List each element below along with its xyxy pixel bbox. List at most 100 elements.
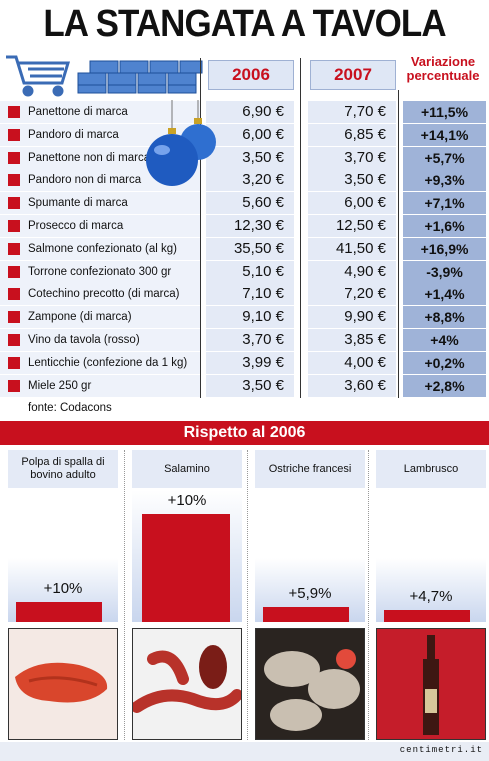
price-2007: 3,70 €: [308, 146, 396, 169]
variation-value: +14,1%: [403, 123, 486, 146]
column-divider: [300, 58, 301, 398]
product-name: Miele 250 gr: [28, 379, 92, 392]
column-separator: [124, 450, 125, 740]
table-row: Cotechino precotto (di marca) 7,10 € 7,20 …: [0, 283, 489, 306]
variation-value: +7,1%: [403, 192, 486, 215]
table-row: Vino da tavola (rosso) 3,70 € 3,85 € +4%: [0, 329, 489, 351]
chart-title: Rispetto al 2006: [0, 421, 489, 445]
table-row: Spumante di marca 5,60 € 6,00 € +7,1%: [0, 192, 489, 215]
column-divider: [200, 58, 201, 398]
variation-value: +11,5%: [403, 101, 486, 123]
price-2007: 4,00 €: [308, 351, 396, 374]
price-2006: 3,70 €: [206, 329, 294, 351]
header-illustration: [6, 55, 203, 97]
price-2006: 5,60 €: [206, 192, 294, 215]
table-row: Panettone di marca 6,90 € 7,70 € +11,5%: [0, 101, 489, 123]
product-photo: [376, 628, 486, 740]
price-2006: 3,20 €: [206, 169, 294, 192]
variation-value: +5,7%: [403, 146, 486, 169]
row-bullet: [8, 128, 20, 141]
bar: [384, 610, 470, 622]
row-bullet: [8, 174, 20, 187]
price-2007: 4,90 €: [308, 260, 396, 283]
bar: [263, 607, 349, 622]
row-background: [0, 123, 200, 146]
christmas-ornament-icon: [146, 100, 216, 186]
variation-value: +4%: [403, 329, 486, 351]
category-label: Polpa di spalla di bovino adulto: [8, 450, 118, 488]
footer-credit: centimetri.it: [399, 745, 483, 755]
row-background: [0, 169, 200, 192]
bar-column: Polpa di spalla di bovino adulto +10%: [8, 450, 118, 740]
row-bullet: [8, 242, 20, 255]
variation-value: +1,4%: [403, 283, 486, 306]
price-2006: 35,50 €: [206, 237, 294, 260]
price-2007: 3,50 €: [308, 169, 396, 192]
variation-value: +0,2%: [403, 351, 486, 374]
bar-column: Lambrusco +4,7%: [376, 450, 486, 740]
category-label: Salamino: [132, 450, 242, 488]
data-label: +5,9%: [288, 585, 332, 602]
price-2006: 12,30 €: [206, 215, 294, 237]
table-row: Pandoro di marca 6,00 € 6,85 € +14,1%: [0, 123, 489, 146]
price-2006: 7,10 €: [206, 283, 294, 306]
row-bullet: [8, 151, 20, 164]
variation-value: -3,9%: [403, 260, 486, 283]
price-2007: 12,50 €: [308, 215, 396, 237]
price-2007: 6,85 €: [308, 123, 396, 146]
footer: centimetri.it: [0, 742, 489, 761]
row-bullet: [8, 265, 20, 278]
data-label: +10%: [167, 492, 207, 509]
product-name: Pandoro non di marca: [28, 174, 142, 187]
row-bullet: [8, 356, 20, 369]
price-2007: 9,90 €: [308, 306, 396, 329]
price-2006: 3,50 €: [206, 374, 294, 397]
row-bullet: [8, 288, 20, 301]
row-background: [0, 260, 200, 283]
variation-value: +16,9%: [403, 237, 486, 260]
product-name: Torrone confezionato 300 gr: [28, 265, 172, 278]
price-2007: 41,50 €: [308, 237, 396, 260]
row-background: [0, 374, 200, 397]
row-background: [0, 283, 200, 306]
row-bullet: [8, 220, 20, 232]
product-name: Salmone confezionato (al kg): [28, 242, 177, 255]
price-2007: 3,60 €: [308, 374, 396, 397]
header-variazione: Variazione percentuale: [406, 54, 480, 83]
column-separator: [247, 450, 248, 740]
product-name: Vino da tavola (rosso): [28, 334, 140, 346]
row-bullet: [8, 311, 20, 324]
money-stack-icon: [77, 60, 203, 94]
product-photo: [132, 628, 242, 740]
price-2007: 7,20 €: [308, 283, 396, 306]
column-divider: [398, 90, 399, 398]
product-name: Panettone non di marca: [28, 151, 151, 164]
header-2007: 2007: [310, 60, 396, 90]
product-photo: [8, 628, 118, 740]
table-row: Lenticchie (confezione da 1 kg) 3,99 € 4,0…: [0, 351, 489, 374]
product-photo: [255, 628, 365, 740]
shopping-cart-icon: [6, 55, 71, 97]
row-bullet: [8, 197, 20, 210]
product-name: Prosecco di marca: [28, 220, 124, 232]
price-2006: 6,90 €: [206, 101, 294, 123]
price-2007: 7,70 €: [308, 101, 396, 123]
row-bullet: [8, 106, 20, 118]
row-background: [0, 192, 200, 215]
product-name: Lenticchie (confezione da 1 kg): [28, 356, 188, 369]
product-name: Zampone (di marca): [28, 311, 132, 324]
table-row: Torrone confezionato 300 gr 5,10 € 4,90 € -…: [0, 260, 489, 283]
price-2006: 9,10 €: [206, 306, 294, 329]
bar: [16, 602, 102, 622]
table-row: Pandoro non di marca 3,20 € 3,50 € +9,3%: [0, 169, 489, 192]
bar-column: Ostriche francesi +5,9%: [255, 450, 365, 740]
row-background: [0, 306, 200, 329]
row-bullet: [8, 334, 20, 346]
bar: [142, 514, 230, 622]
category-label: Ostriche francesi: [255, 450, 365, 488]
header-2006: 2006: [208, 60, 294, 90]
price-2006: 6,00 €: [206, 123, 294, 146]
variation-value: +1,6%: [403, 215, 486, 237]
row-background: [0, 215, 200, 237]
product-name: Pandoro di marca: [28, 128, 119, 141]
